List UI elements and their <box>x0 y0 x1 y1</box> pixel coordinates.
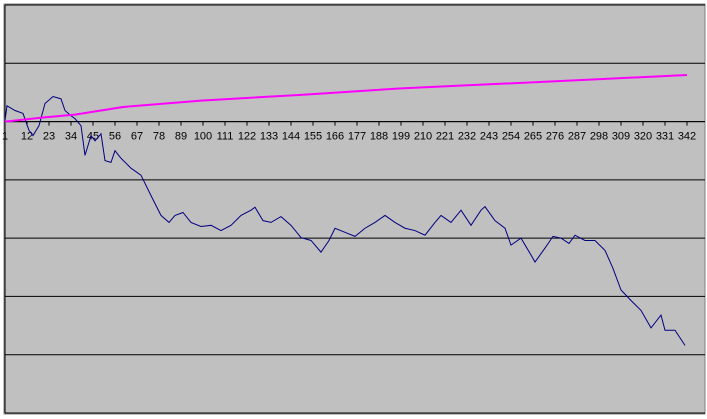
x-tick-label: 254 <box>502 130 520 142</box>
x-tick-label: 177 <box>348 130 366 142</box>
x-tick-label: 331 <box>656 130 674 142</box>
x-tick-label: 133 <box>260 130 278 142</box>
x-tick-label: 320 <box>634 130 652 142</box>
x-tick-label: 34 <box>65 130 77 142</box>
x-tick-label: 56 <box>109 130 121 142</box>
x-tick-label: 309 <box>612 130 630 142</box>
x-tick-label: 342 <box>678 130 696 142</box>
line-series <box>4 95 686 346</box>
x-tick-label: 276 <box>546 130 564 142</box>
x-tick-label: 144 <box>282 130 300 142</box>
x-tick-label: 166 <box>326 130 344 142</box>
x-tick-label: 287 <box>568 130 586 142</box>
x-tick-label: 298 <box>590 130 608 142</box>
line-series <box>4 73 688 123</box>
x-tick-label: 100 <box>194 130 212 142</box>
x-tick-label: 188 <box>370 130 388 142</box>
x-tick-label: 155 <box>304 130 322 142</box>
x-tick-label: 23 <box>43 130 55 142</box>
x-tick-label: 122 <box>238 130 256 142</box>
x-tick-label: 78 <box>153 130 165 142</box>
x-tick-label: 111 <box>217 130 234 142</box>
x-tick-label: 210 <box>414 130 432 142</box>
x-tick-label: 232 <box>458 130 476 142</box>
x-tick-label: 221 <box>436 130 454 142</box>
x-tick-label: 45 <box>87 130 99 142</box>
x-tick-label: 1 <box>2 130 8 142</box>
x-tick-label: 265 <box>524 130 542 142</box>
x-tick-label: 243 <box>480 130 498 142</box>
plot-area <box>3 3 706 415</box>
x-tick-label: 12 <box>21 130 33 142</box>
x-tick-label: 67 <box>131 130 143 142</box>
x-tick-label: 89 <box>175 130 187 142</box>
x-tick-label: 199 <box>392 130 410 142</box>
